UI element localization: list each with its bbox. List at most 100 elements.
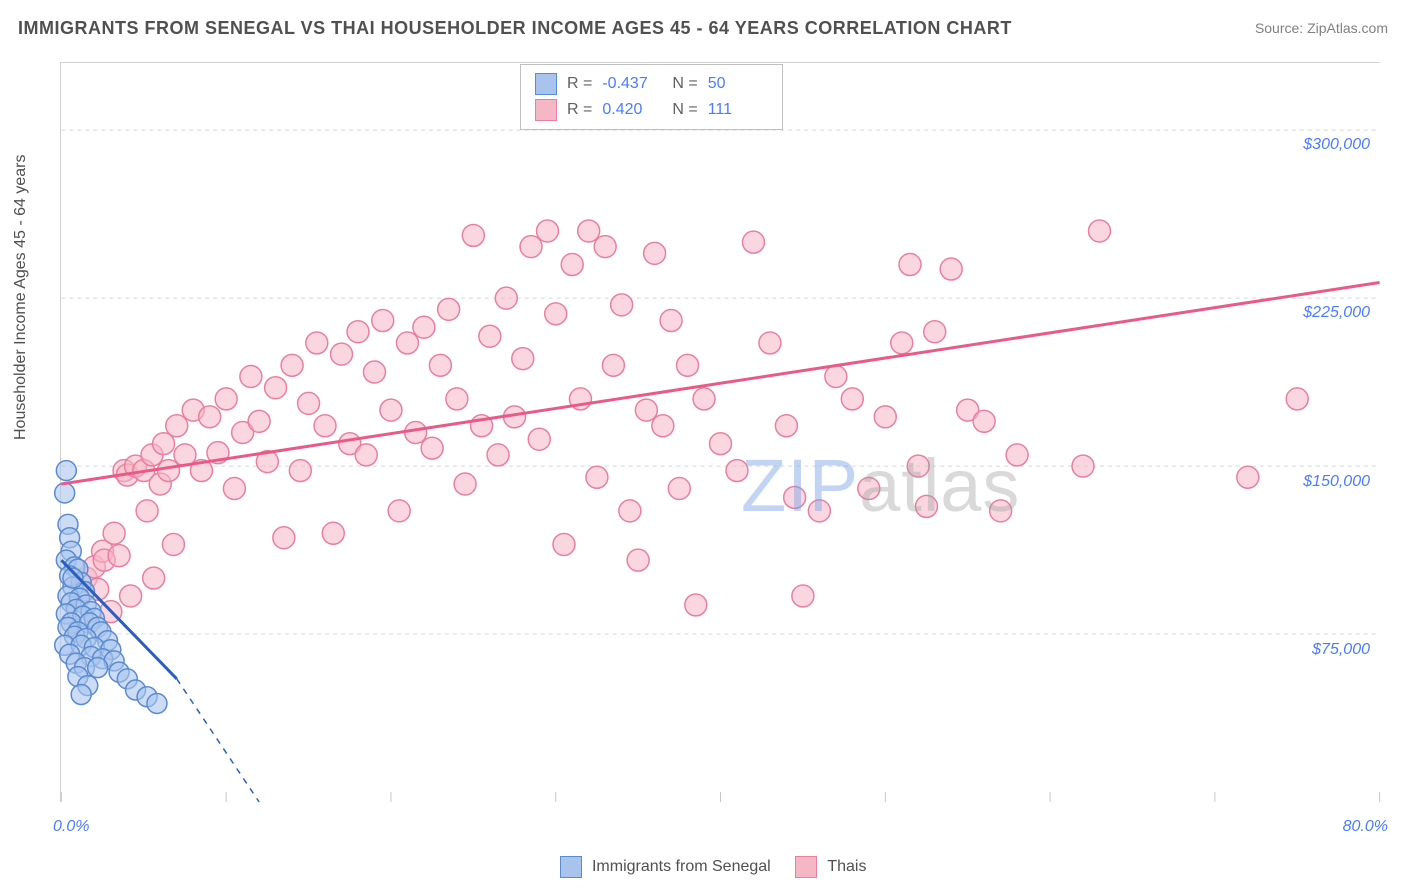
- thai-point: [298, 392, 320, 414]
- r-label: R =: [567, 71, 592, 97]
- thai-point: [685, 594, 707, 616]
- legend-label-senegal: Immigrants from Senegal: [592, 858, 771, 875]
- thai-point: [388, 500, 410, 522]
- thai-point: [223, 477, 245, 499]
- thai-point: [438, 298, 460, 320]
- y-tick-label: $225,000: [1303, 304, 1370, 322]
- thai-point: [413, 316, 435, 338]
- thai-point: [808, 500, 830, 522]
- thai-point: [578, 220, 600, 242]
- thai-point: [545, 303, 567, 325]
- y-tick-label: $150,000: [1303, 473, 1370, 491]
- thai-point: [536, 220, 558, 242]
- chart-plot-area: ZIPatlas $75,000$150,000$225,000$300,000…: [60, 62, 1380, 802]
- thai-point: [199, 406, 221, 428]
- thai-point: [1237, 466, 1259, 488]
- thai-point: [635, 399, 657, 421]
- thai-point: [644, 242, 666, 264]
- thai-point: [273, 527, 295, 549]
- source-name: ZipAtlas.com: [1307, 20, 1388, 36]
- stats-legend-box: R = -0.437 N = 50 R = 0.420 N = 111: [520, 64, 783, 130]
- thai-point: [429, 354, 451, 376]
- stats-row-thai: R = 0.420 N = 111: [535, 97, 768, 123]
- thai-point: [372, 310, 394, 332]
- thai-point: [990, 500, 1012, 522]
- y-tick-label: $300,000: [1303, 136, 1370, 154]
- thai-point: [553, 533, 575, 555]
- thai-point: [784, 486, 806, 508]
- thai-point: [924, 321, 946, 343]
- thai-point: [462, 224, 484, 246]
- thai-point: [627, 549, 649, 571]
- y-axis-label: Householder Income Ages 45 - 64 years: [12, 155, 30, 441]
- thai-point: [611, 294, 633, 316]
- thai-point: [652, 415, 674, 437]
- thai-point: [891, 332, 913, 354]
- chart-title: IMMIGRANTS FROM SENEGAL VS THAI HOUSEHOL…: [18, 18, 1012, 38]
- thai-point: [528, 428, 550, 450]
- senegal-trendline-extrapolated: [177, 679, 259, 802]
- n-label: N =: [672, 71, 697, 97]
- thai-point: [479, 325, 501, 347]
- x-axis-max-label: 80.0%: [1343, 818, 1388, 836]
- senegal-point: [55, 483, 75, 503]
- thai-point: [380, 399, 402, 421]
- swatch-senegal: [560, 856, 582, 878]
- thai-point: [619, 500, 641, 522]
- thai-point: [693, 388, 715, 410]
- swatch-thai: [535, 99, 557, 121]
- thai-point: [215, 388, 237, 410]
- thai-point: [973, 410, 995, 432]
- thai-point: [136, 500, 158, 522]
- thai-point: [355, 444, 377, 466]
- thai-point: [487, 444, 509, 466]
- source-attribution: Source: ZipAtlas.com: [1255, 20, 1388, 36]
- thai-point: [726, 460, 748, 482]
- thai-point: [602, 354, 624, 376]
- thai-point: [108, 545, 130, 567]
- thai-point: [396, 332, 418, 354]
- thai-point: [1072, 455, 1094, 477]
- thai-point: [940, 258, 962, 280]
- thai-point: [874, 406, 896, 428]
- thai-point: [520, 236, 542, 258]
- thai-point: [265, 377, 287, 399]
- thai-point: [240, 366, 262, 388]
- thai-point: [858, 477, 880, 499]
- r-label: R =: [567, 97, 592, 123]
- thai-point: [446, 388, 468, 410]
- thai-point: [248, 410, 270, 432]
- thai-point: [907, 455, 929, 477]
- thai-point: [825, 366, 847, 388]
- thai-point: [158, 460, 180, 482]
- thai-point: [454, 473, 476, 495]
- thai-point: [915, 495, 937, 517]
- senegal-point: [71, 685, 91, 705]
- swatch-senegal: [535, 73, 557, 95]
- senegal-point: [56, 461, 76, 481]
- scatter-plot-svg: [61, 63, 1380, 802]
- thai-point: [561, 254, 583, 276]
- thai-point: [306, 332, 328, 354]
- x-axis-min-label: 0.0%: [53, 818, 89, 836]
- thai-point: [1286, 388, 1308, 410]
- thai-point: [120, 585, 142, 607]
- thai-point: [322, 522, 344, 544]
- r-value-thai: 0.420: [602, 97, 662, 123]
- n-value-senegal: 50: [708, 71, 768, 97]
- thai-point: [899, 254, 921, 276]
- n-label: N =: [672, 97, 697, 123]
- thai-point: [166, 415, 188, 437]
- source-prefix: Source:: [1255, 20, 1307, 36]
- senegal-point: [147, 693, 167, 713]
- thai-point: [759, 332, 781, 354]
- thai-point: [363, 361, 385, 383]
- thai-point: [421, 437, 443, 459]
- thai-point: [289, 460, 311, 482]
- legend-label-thai: Thais: [827, 858, 866, 875]
- thai-point: [1089, 220, 1111, 242]
- swatch-thai: [795, 856, 817, 878]
- thai-point: [586, 466, 608, 488]
- thai-point: [792, 585, 814, 607]
- thai-point: [594, 236, 616, 258]
